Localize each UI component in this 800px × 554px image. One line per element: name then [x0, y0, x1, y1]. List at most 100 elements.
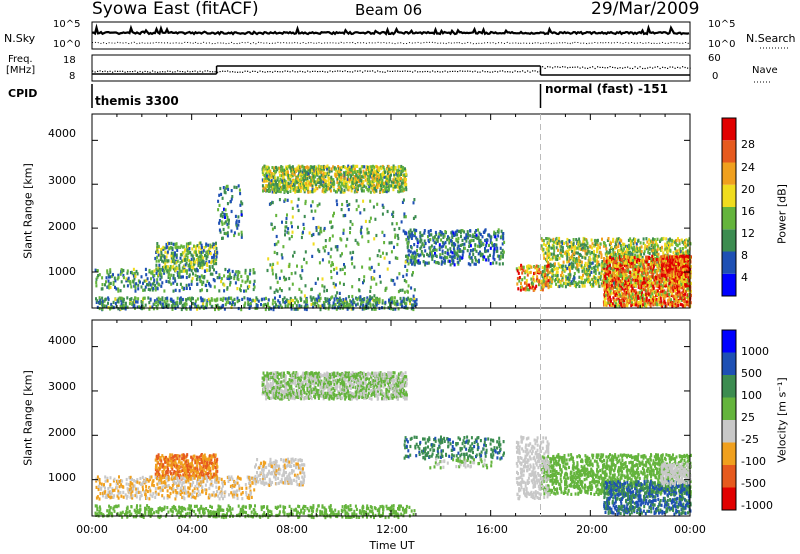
power-cell [287, 181, 290, 185]
nave-point [657, 66, 659, 68]
power-cell [612, 259, 615, 263]
power-cell [653, 252, 656, 256]
nave-point [664, 67, 666, 69]
power-cell [350, 300, 353, 304]
power-cell [581, 269, 584, 273]
power-cell [223, 289, 226, 293]
power-cell [420, 250, 423, 254]
power-cell [575, 257, 578, 261]
power-cell [344, 165, 347, 169]
power-cell [605, 247, 608, 251]
power-cell [293, 183, 296, 187]
power-cell [267, 302, 269, 306]
power-cell [428, 254, 431, 258]
power-cell [230, 305, 233, 309]
power-cell [675, 238, 678, 243]
nave-point [189, 71, 191, 73]
power-cell [161, 296, 164, 300]
power-cell [461, 238, 464, 242]
power-cell [608, 263, 611, 267]
power-cell [649, 294, 652, 298]
power-cell [398, 182, 401, 186]
power-cell [331, 181, 334, 185]
power-cell [631, 264, 634, 269]
power-cell [640, 300, 642, 304]
power-cell [608, 261, 611, 265]
power-cell [540, 244, 543, 248]
power-cell [197, 258, 200, 262]
power-cell [179, 282, 182, 286]
power-cell [493, 250, 496, 254]
power-cell [576, 282, 578, 286]
power-cell [200, 305, 203, 309]
power-cell [366, 187, 369, 192]
power-cell [182, 245, 185, 249]
power-cell [561, 268, 564, 272]
power-cell [434, 251, 436, 256]
power-cell [680, 238, 683, 242]
power-cell [191, 265, 193, 269]
power-cell [381, 178, 384, 182]
power-cell [588, 256, 591, 260]
power-cell [135, 282, 138, 286]
nave-point [649, 66, 651, 68]
power-cell [435, 241, 437, 245]
power-cell [388, 169, 391, 173]
power-cell [631, 292, 634, 296]
power-cell [166, 245, 169, 249]
power-cell [330, 179, 333, 183]
power-cell [127, 276, 130, 280]
power-cell [245, 289, 248, 293]
power-cell [579, 276, 582, 280]
power-cell [647, 267, 650, 271]
power-cell [641, 281, 644, 285]
power-cell [216, 303, 219, 307]
power-cell [286, 166, 289, 171]
power-cell [378, 166, 381, 170]
power-cell [658, 280, 661, 284]
power-cell [355, 186, 358, 190]
power-cell [582, 240, 585, 244]
power-cell [678, 251, 681, 256]
power-cell [319, 175, 322, 180]
power-cell [340, 176, 343, 180]
power-cell [289, 189, 292, 193]
power-cell [223, 274, 226, 278]
power-cell [104, 283, 106, 287]
power-cell [324, 297, 327, 301]
power-cell [96, 299, 99, 303]
power-cell [403, 305, 406, 309]
power-cell [601, 260, 604, 264]
power-cell [324, 175, 327, 179]
power-cell [211, 255, 214, 260]
power-cell [175, 253, 178, 257]
power-cell [578, 275, 581, 279]
power-cell [297, 164, 300, 168]
power-cell [143, 296, 146, 300]
power-cell [549, 270, 552, 274]
power-cell [493, 247, 496, 251]
power-cell [236, 300, 239, 304]
power-cell [463, 230, 466, 234]
power-cell [630, 280, 633, 284]
power-cell [354, 170, 356, 174]
power-cell [671, 304, 674, 308]
power-cell [262, 186, 265, 190]
power-cell [656, 244, 659, 248]
power-cell [374, 305, 377, 309]
power-cell [367, 174, 370, 178]
power-cell [620, 275, 623, 279]
power-cell [599, 250, 602, 255]
power-cell [577, 251, 579, 255]
power-cell [435, 261, 438, 265]
power-cell [203, 246, 206, 250]
power-cell [605, 280, 608, 284]
power-cell [356, 164, 359, 168]
power-cell [358, 296, 361, 300]
power-cell [292, 169, 295, 173]
nave-point [222, 70, 224, 72]
nave-point [654, 66, 656, 68]
power-cell [641, 278, 644, 282]
power-cell [295, 307, 298, 311]
power-cell [599, 242, 602, 246]
